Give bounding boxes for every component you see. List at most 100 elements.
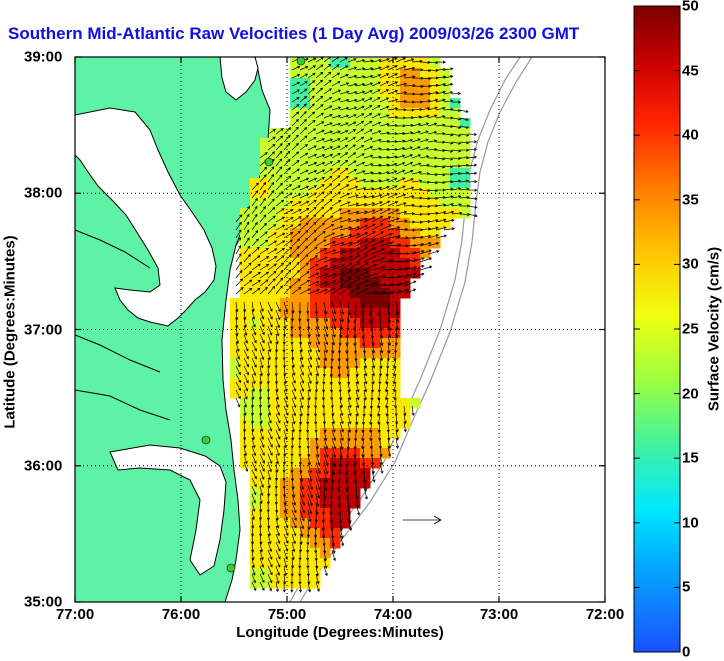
velocity-arrow: [387, 289, 402, 295]
velocity-arrow: [377, 389, 381, 401]
velocity-arrow: [395, 288, 409, 295]
x-axis-label: Longitude (Degrees:Minutes): [236, 624, 444, 641]
velocity-cell: [310, 128, 321, 139]
velocity-cell: [330, 318, 341, 329]
velocity-arrow: [259, 565, 265, 576]
velocity-cell: [330, 288, 341, 299]
velocity-arrow: [315, 87, 324, 95]
velocity-cell: [290, 288, 301, 299]
velocity-cell: [370, 368, 381, 379]
velocity-arrow: [259, 493, 263, 505]
velocity-arrow: [347, 218, 360, 223]
velocity-arrow: [275, 541, 281, 552]
velocity-arrow: [315, 104, 324, 111]
velocity-cell: [270, 538, 281, 549]
x-tick-label: 75:00: [267, 606, 307, 623]
velocity-arrow: [307, 65, 317, 71]
velocity-cell: [300, 168, 311, 179]
velocity-cell: [450, 158, 461, 169]
velocity-arrow: [259, 405, 263, 416]
velocity-arrow: [291, 397, 297, 409]
velocity-arrow: [347, 114, 357, 119]
velocity-arrow: [371, 257, 386, 263]
velocity-cell: [400, 258, 411, 269]
velocity-cell: [390, 418, 401, 429]
velocity-arrow: [355, 128, 365, 135]
velocity-arrow: [291, 230, 301, 239]
velocity-cell: [380, 428, 391, 439]
velocity-arrow: [291, 549, 295, 561]
velocity-arrow: [363, 194, 375, 199]
velocity-cell: [270, 558, 281, 569]
velocity-arrow: [379, 131, 390, 135]
velocity-arrow: [371, 74, 382, 79]
velocity-cell: [390, 108, 401, 119]
velocity-cell: [230, 338, 241, 349]
velocity-cell: [370, 148, 381, 159]
velocity-cell: [360, 298, 371, 309]
velocity-arrow: [339, 234, 353, 239]
velocity-cell: [330, 328, 341, 339]
velocity-cell: [360, 178, 371, 189]
velocity-arrow: [387, 437, 391, 449]
velocity-cell: [390, 278, 401, 289]
velocity-arrow: [275, 216, 286, 223]
velocity-arrow: [251, 238, 259, 247]
velocity-arrow: [331, 333, 336, 346]
velocity-cell: [380, 188, 391, 199]
velocity-arrow: [315, 333, 321, 346]
velocity-cell: [300, 558, 311, 569]
velocity-cell: [280, 368, 291, 379]
velocity-arrow: [291, 405, 297, 417]
velocity-arrow: [371, 239, 385, 247]
velocity-arrow: [267, 397, 271, 409]
velocity-arrow: [291, 193, 302, 199]
velocity-arrow: [419, 130, 429, 135]
velocity-arrow: [371, 113, 381, 119]
velocity-cell: [460, 178, 471, 189]
velocity-arrow: [283, 261, 292, 271]
velocity-cell: [320, 328, 331, 339]
velocity-arrow: [371, 138, 382, 143]
velocity-cell: [270, 258, 281, 269]
velocity-arrow: [369, 413, 373, 426]
velocity-cell: [390, 328, 401, 339]
velocity-cell: [320, 338, 331, 349]
velocity-arrow: [443, 141, 454, 145]
velocity-arrow: [251, 501, 256, 512]
velocity-cell: [410, 218, 421, 229]
velocity-cell: [320, 188, 331, 199]
velocity-arrow: [451, 149, 462, 153]
velocity-cell: [260, 568, 271, 579]
velocity-cell: [320, 148, 331, 159]
velocity-cell: [290, 448, 301, 459]
velocity-arrow: [392, 381, 397, 393]
velocity-cell: [350, 388, 361, 399]
velocity-arrow: [307, 246, 318, 255]
velocity-arrow: [347, 240, 361, 247]
velocity-arrow: [403, 169, 414, 175]
velocity-cell: [390, 138, 401, 149]
velocity-arrow: [331, 264, 346, 271]
velocity-arrow: [379, 81, 390, 87]
velocity-cell: [260, 308, 271, 319]
velocity-arrow: [363, 97, 373, 103]
velocity-arrow: [251, 333, 257, 344]
velocity-cell: [340, 198, 351, 209]
velocity-arrow: [282, 581, 286, 593]
velocity-cell: [340, 338, 351, 349]
velocity-cell: [360, 388, 371, 399]
velocity-arrow: [363, 82, 374, 87]
velocity-arrow: [339, 525, 344, 539]
axis-ticks: [74, 56, 606, 603]
velocity-arrow: [259, 222, 267, 231]
velocity-cell: [350, 58, 361, 69]
colorbar-tick-label: 10: [682, 514, 699, 532]
velocity-arrow: [363, 223, 376, 231]
velocity-arrow: [467, 205, 478, 209]
velocity-cell: [360, 108, 371, 119]
velocity-arrow: [307, 128, 317, 135]
velocity-arrow: [443, 187, 454, 191]
velocity-arrow: [235, 245, 242, 255]
colorbar-tick-label: 35: [682, 191, 699, 209]
